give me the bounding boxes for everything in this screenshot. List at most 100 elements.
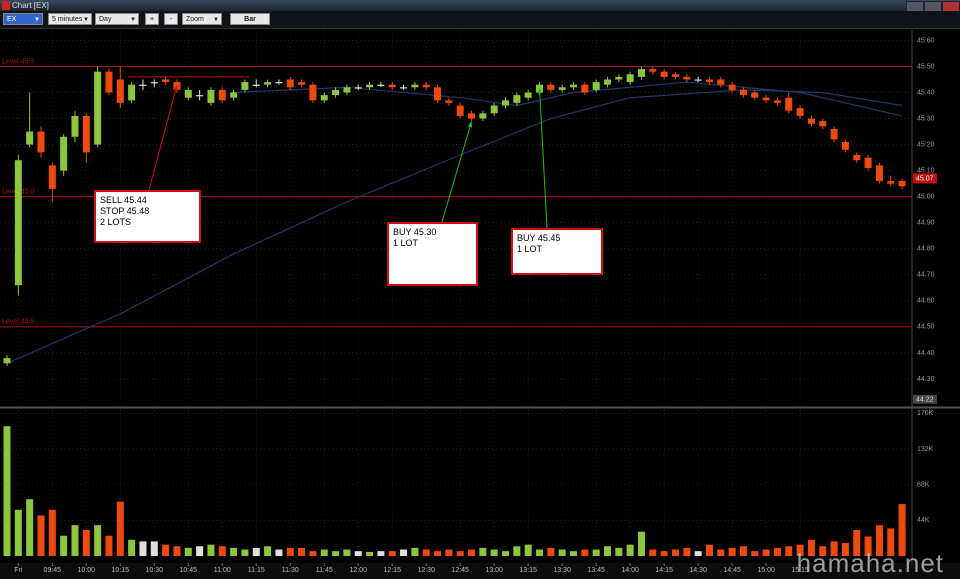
candle-body [150,82,158,84]
volume-bar [898,504,906,556]
volume-bar [513,546,521,556]
candle-body [773,100,781,103]
volume-pane [0,410,912,556]
candle-body [252,84,260,86]
candle-body [853,155,861,161]
candle-body [513,95,521,103]
x-tick-label: 13:00 [485,567,503,574]
volume-bar [48,509,56,556]
note-line: BUY 45.30 [393,227,437,237]
low-price-tag [913,394,937,404]
moving-average [233,81,903,117]
candle-body [524,92,532,98]
candle-body [785,97,793,111]
volume-bar [773,547,781,556]
range-select[interactable]: Day ▼ [95,13,139,25]
zoom-in-button[interactable]: + [145,13,159,25]
volume-bar [864,536,872,556]
volume-bar [116,501,124,556]
x-tick-label: 11:30 [282,567,299,574]
y-tick-label: 44.70 [917,272,935,279]
note-line: SELL 45.44 [100,195,147,205]
style-button[interactable]: Bar [230,13,270,25]
arrow-head [537,87,543,94]
volume-bar [796,544,804,556]
candle-body [411,84,419,88]
candle-body [275,82,283,84]
candle-body [388,84,396,88]
volume-bar [819,546,827,556]
candle-body [875,165,883,182]
y-tick-label: 88K [917,481,930,488]
candle-body [71,115,79,137]
y-tick-label: 44.40 [917,350,935,357]
volume-bar [298,547,306,556]
candle-body [184,89,192,98]
candle-body [286,79,294,88]
candle-body [116,79,124,103]
volume-bar [332,551,340,556]
volume-bar [739,546,747,556]
candle-body [705,79,713,83]
symbol-select[interactable]: EX ▼ [3,13,43,25]
volume-bar [343,549,351,556]
x-tick-label: 10:45 [180,567,198,574]
symbol: EX [7,16,17,23]
x-tick-label: 14:15 [655,567,673,574]
volume-bar [592,549,600,556]
volume-bar [887,528,895,556]
volume-bar [547,547,555,556]
zoom-out-button[interactable]: - [164,13,178,25]
candle-body [354,87,362,89]
last-price-label: 45.07 [916,175,934,182]
volume-bar [717,549,725,556]
volume-bar [649,549,657,556]
range: Day [99,16,112,23]
volume-bar [479,547,487,556]
candle-body [660,71,668,77]
candle-body [343,87,351,93]
volume-bar [207,544,215,556]
candle-body [807,118,815,124]
candle-body [196,95,204,97]
x-tick-label: 14:00 [621,567,639,574]
candle-body [128,84,136,101]
y-tick-label: 44.90 [917,220,935,227]
volume-bar [264,546,272,556]
volume-bar [309,551,317,556]
volume-bar [728,547,736,556]
volume-bar [445,549,453,556]
zoom-select[interactable]: Zoom ▼ [182,13,222,25]
x-tick-label: 10:15 [112,567,130,574]
candle-body [637,69,645,77]
volume-bar [218,546,226,556]
candle-body [139,84,147,86]
trade-note: BUY 45.30 1 LOT [387,222,478,286]
volume-bar [683,547,691,556]
y-tick-label: 45.60 [917,37,935,44]
volume-bar [366,551,374,556]
volume-bar [762,549,770,556]
volume-bar [196,546,204,556]
candle-body [207,89,215,103]
candle-body [683,76,691,80]
volume-bar [694,551,702,556]
volume-bar [71,525,79,556]
volume-bar [139,541,147,556]
x-tick-label: 13:30 [553,567,571,574]
candle-body [830,128,838,140]
interval-select[interactable]: 5 minutes ▼ [48,13,92,25]
volume-bar [468,549,476,556]
volume-bar [60,535,68,556]
candle-body [479,113,487,119]
candle-body [728,84,736,90]
y-tick-label: 176K [917,410,934,417]
candle-body [762,97,770,101]
volume-bar [400,549,408,556]
volume-bar [751,551,759,556]
last-price-tag [913,173,937,184]
volume-bar [524,544,532,556]
candle-body [694,79,702,81]
interval: 5 minutes [52,16,83,23]
note-line: BUY 45.45 [517,233,561,243]
